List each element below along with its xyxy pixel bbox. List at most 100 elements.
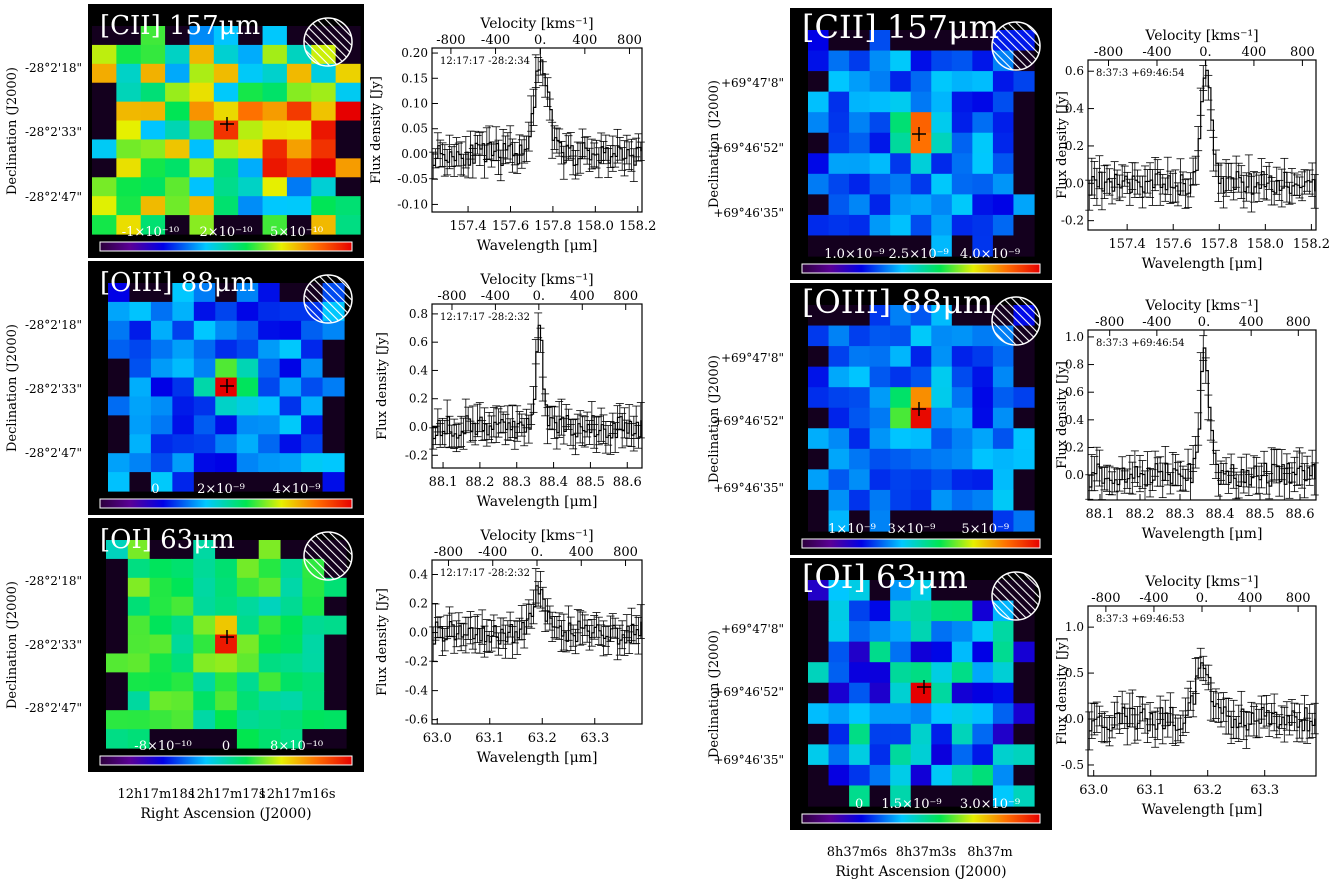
map-pixel [808,91,830,113]
map-pixel [808,132,830,154]
map-pixel [279,472,302,492]
map-pixel [262,63,288,84]
map-pixel [165,82,191,103]
map-pixel [238,196,264,216]
map-pixel [890,366,912,388]
map-pixel [849,346,871,368]
map-pixel [849,785,871,807]
map-pixel [279,453,302,473]
y-tick-label: 0.2 [1065,139,1084,153]
map-pixel [992,744,1015,766]
y-tick-label: -0.2 [405,448,428,462]
x-tick-label: 88.5 [576,475,605,490]
beam-icon [303,274,353,324]
map-pixel [258,672,282,692]
map-pixel [238,158,264,178]
map-pixel [808,407,830,429]
map-pixel [171,540,194,560]
map-pixel [910,723,932,745]
map-pixel [951,387,973,409]
map-pixel [149,672,173,692]
map-pixel [849,621,871,643]
y-tick-label: 0.00 [401,147,428,161]
map-pixel [951,600,973,622]
x-tick-label: 157.8 [534,219,571,234]
map-pixel [149,577,173,598]
velocity-tick-label: 400 [570,289,595,304]
map-pixel [236,434,259,454]
map-pixel [951,194,973,216]
map-panel-right-1: [OIII] 88μm 1×10⁻⁹ 3×10⁻⁹ 5×10⁻⁹ +69°47'8" +6… [707,283,1052,555]
map-pixel [1013,469,1035,491]
map-pixel [849,305,871,327]
map-pixel [828,30,850,52]
map-pixel [280,710,303,730]
map-pixel [324,710,347,730]
map-pixel [910,173,932,195]
map-pixel [992,387,1015,409]
map-pixel [931,489,953,512]
map-pixel [849,173,871,195]
map-pixel [890,91,912,113]
map-pixel [302,672,325,692]
map-pixel [972,71,994,93]
map-pixel [236,358,259,379]
map-pixel [869,30,891,52]
map-pixel [910,489,932,512]
map-pixel [849,325,871,347]
colorbar [99,755,353,766]
map-pixel [127,577,151,598]
map-pixel [165,26,191,46]
map-pixel [951,448,973,470]
map-pixel [828,489,850,512]
map-pixel [127,710,151,730]
map-pixel [828,325,850,347]
map-pixel [890,71,912,93]
map-pixel [335,120,361,141]
map-pixel [992,346,1015,368]
map-pixel [258,377,281,398]
map-pixel [127,615,151,636]
map-pixel [116,26,142,46]
map-pixel [869,305,891,327]
map-pixel [236,691,260,711]
map-pixel [869,703,891,725]
map-pixel [322,415,345,435]
map-pixel [213,101,239,122]
map-pixel [116,139,142,159]
map-pixel [931,50,953,72]
map-pixel [322,320,345,341]
map-pixel [116,215,142,235]
map-pixel [808,153,830,175]
y-tick-label: 0.2 [1065,440,1084,454]
map-pixel [149,710,173,730]
map-pixel [972,641,994,663]
y-tick-label: -0.10 [397,197,428,211]
map-pixel [280,634,303,655]
map-pixel [335,177,361,197]
map-pixel [808,448,830,470]
map-pixel [951,71,973,93]
dec-tick-label: +69°47'8" [721,622,784,636]
map-pixel [1013,71,1035,93]
map-pixel [910,448,932,470]
map-pixel [335,139,361,159]
spectrum-frame [1087,329,1317,501]
map-pixel [890,744,912,766]
map-pixel [236,377,259,398]
map-pixel [193,358,216,379]
map-pixel [890,448,912,470]
map-pixel [849,194,871,216]
map-panel-right-0: [CII] 157μm 1.0×10⁻⁹ 2.5×10⁻⁹ 4.0×10⁻⁹ +69°4… [707,8,1052,280]
map-pixel [108,396,131,416]
map-pixel [258,415,281,435]
map-pixel [951,682,973,704]
map-pixel [116,82,142,103]
map-pixel [322,358,345,379]
map-pixel [215,729,238,749]
y-tick-label: -0.2 [405,655,428,669]
x-tick-label: 157.6 [492,219,529,234]
colorbar-tick-label: 3.0×10⁻⁹ [960,797,1020,812]
map-pixel [189,26,215,46]
dec-tick-label: +69°47'8" [721,351,784,365]
